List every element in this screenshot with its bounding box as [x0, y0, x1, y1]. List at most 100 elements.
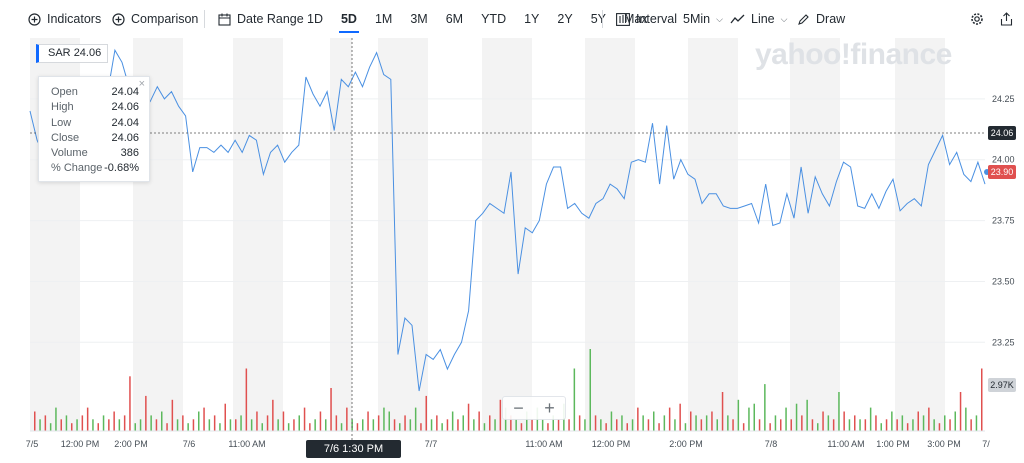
chart-toolbar: Indicators Comparison Date Range 1D 5D 1M 3…: [0, 0, 1024, 38]
price-line: [29, 48, 986, 392]
volume-bar: [129, 376, 131, 431]
volume-bar: [409, 419, 412, 431]
chevron-down-icon: ⌵: [716, 13, 723, 24]
volume-bar: [293, 419, 295, 431]
tooltip-label: Volume: [51, 147, 88, 160]
volume-bar: [584, 419, 586, 431]
crosshair-time-label: 7/6 1:30 PM: [306, 440, 401, 458]
draw-button[interactable]: Draw: [797, 0, 845, 38]
candlestick-icon: [616, 12, 630, 26]
volume-bar: [213, 415, 216, 431]
volume-bar: [705, 415, 708, 431]
range-1d[interactable]: 1D: [307, 12, 323, 26]
volume-bar: [478, 411, 480, 431]
volume-bar: [906, 423, 909, 431]
volume-bar: [377, 415, 380, 431]
volume-bar: [965, 407, 967, 431]
zoom-out-button[interactable]: −: [513, 398, 524, 418]
range-2y[interactable]: 2Y: [557, 12, 573, 26]
volume-bar: [483, 423, 486, 431]
volume-bar: [557, 419, 560, 431]
tooltip-value: 24.06: [111, 101, 139, 114]
session-bands: [30, 38, 945, 431]
symbol-name: SAR: [48, 47, 71, 59]
range-1y[interactable]: 1Y: [524, 12, 540, 26]
y-tick-label: 23.50: [992, 276, 1015, 286]
volume-bar: [774, 415, 777, 431]
y-tick-label: 24.25: [992, 94, 1015, 104]
volume-bar: [600, 419, 602, 431]
x-tick-label: 11:00 AM: [827, 439, 864, 449]
volume-bar: [547, 423, 549, 431]
volume-bar: [467, 403, 470, 431]
indicators-button[interactable]: Indicators: [28, 0, 101, 38]
volume-bar: [134, 423, 136, 431]
session-band: [378, 38, 428, 431]
range-5y[interactable]: 5Y: [590, 12, 606, 26]
volume-bar: [864, 419, 867, 431]
range-5d[interactable]: 5D: [338, 0, 359, 38]
x-tick-label: 7/6: [183, 439, 196, 449]
y-tick-label: 24.00: [992, 155, 1015, 165]
volume-bar: [494, 419, 496, 431]
ohlc-tooltip: × Open 24.04 High 24.06 Low 24.04 Close 24.06 Vo…: [38, 76, 150, 182]
volume-bar: [944, 415, 946, 431]
volume-bar: [928, 407, 930, 431]
close-icon[interactable]: ×: [138, 78, 145, 90]
volume-bar: [869, 407, 872, 431]
volume-bar: [102, 415, 105, 431]
date-range-button[interactable]: Date Range: [218, 0, 304, 38]
volume-bar: [843, 411, 845, 431]
volume-bar: [219, 423, 221, 431]
tooltip-value: 24.06: [111, 131, 139, 144]
volume-bar: [647, 419, 650, 431]
volume-bar: [679, 403, 681, 431]
volume-bar: [732, 419, 734, 431]
volume-bar: [631, 419, 634, 431]
interval-button[interactable]: Interval 5Min ⌵: [616, 0, 723, 38]
toolbar-divider: [204, 10, 205, 28]
chart-type-button[interactable]: Line ⌵: [730, 0, 787, 38]
volume-bar: [684, 423, 687, 431]
volume-bar: [446, 419, 449, 431]
settings-button[interactable]: [970, 0, 984, 38]
tooltip-label: % Change: [51, 162, 103, 175]
interval-value: 5Min: [683, 12, 711, 26]
volume-bar: [145, 395, 147, 431]
x-tick-label: 7/: [982, 439, 990, 449]
range-6m[interactable]: 6M: [445, 12, 464, 26]
range-ytd[interactable]: YTD: [481, 12, 507, 26]
volume-bar: [721, 392, 724, 431]
symbol-tag: SAR 24.06: [36, 44, 109, 63]
volume-bar: [758, 419, 761, 431]
volume-bar: [552, 415, 554, 431]
volume-bar: [356, 423, 359, 431]
range-3m[interactable]: 3M: [410, 12, 428, 26]
volume-bar: [55, 407, 57, 431]
volume-bar: [848, 419, 851, 431]
range-1m[interactable]: 1M: [374, 12, 393, 26]
x-tick-label: 7/7: [425, 439, 438, 449]
volume-bar: [663, 415, 666, 431]
zoom-in-button[interactable]: +: [544, 398, 555, 418]
session-band: [895, 38, 945, 431]
date-range-label: Date Range: [237, 12, 304, 26]
volume-bar: [235, 419, 237, 431]
volume-bar: [208, 419, 211, 431]
plus-circle-icon: [112, 12, 125, 26]
volume-bar: [171, 399, 174, 431]
volume-bar: [748, 407, 750, 431]
volume-bar: [303, 407, 306, 431]
volume-bar: [277, 419, 279, 431]
tooltip-row: Open 24.04: [51, 85, 139, 100]
y-axis-ticks: 24.25 24.00 23.75 23.50 23.25: [992, 94, 1015, 347]
volume-bar: [425, 395, 427, 431]
toolbar-divider: [602, 10, 603, 28]
volume-bar: [436, 415, 438, 431]
share-button[interactable]: [1000, 0, 1013, 38]
volume-bar: [414, 407, 417, 431]
volume-bar: [314, 419, 316, 431]
volume-bar: [605, 423, 607, 431]
comparison-button[interactable]: Comparison: [112, 0, 198, 38]
